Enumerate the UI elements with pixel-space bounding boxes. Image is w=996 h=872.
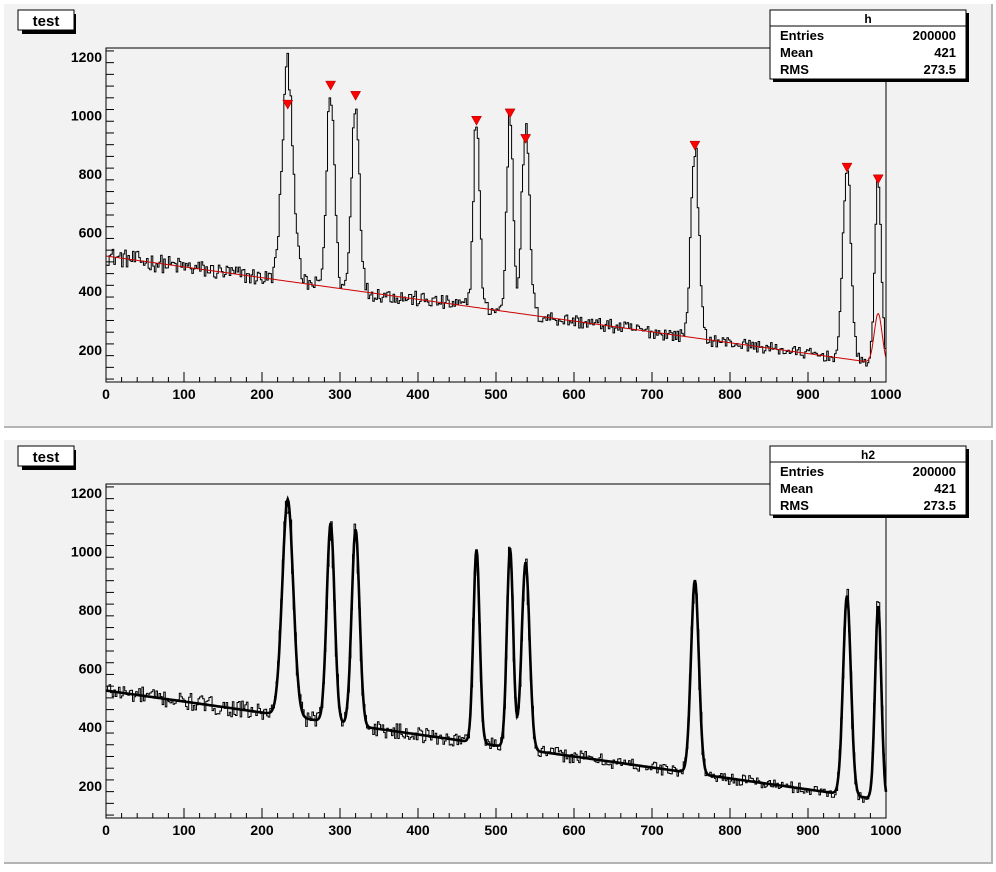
plot-2: 0 100 200 300 400 500 600 700 800 900 1000 200 400 60… xyxy=(71,485,902,838)
x-tick-label: 900 xyxy=(796,386,820,402)
peak-marker xyxy=(325,80,337,91)
peak-marker xyxy=(520,134,532,144)
x-tick-label: 300 xyxy=(328,822,352,838)
peak-marker xyxy=(350,91,362,101)
x-tick-label: 100 xyxy=(172,822,196,838)
peak-marker xyxy=(282,99,294,110)
x-tick-label: 600 xyxy=(562,822,586,838)
stats-1-value-2: 273.5 xyxy=(923,62,956,77)
stats-1-label-1: Mean xyxy=(780,45,813,60)
x-tick-label: 0 xyxy=(102,822,110,838)
x-tick-label: 600 xyxy=(562,386,586,402)
x-tick-label: 800 xyxy=(718,822,742,838)
stats-1-value-1: 421 xyxy=(934,45,956,60)
background-line xyxy=(105,255,887,362)
x-tick-label: 0 xyxy=(102,386,110,402)
stats-1-value-0: 200000 xyxy=(913,28,956,43)
pad-1-title-box: test xyxy=(17,9,76,34)
peak-marker xyxy=(471,115,482,126)
stats-2-name: h2 xyxy=(861,448,875,462)
stats-1-name: h xyxy=(864,12,871,26)
stats-2-value-0: 200000 xyxy=(913,464,956,479)
plot-2-frame xyxy=(105,483,887,819)
plot-1-frame xyxy=(105,47,887,383)
smoothed-line xyxy=(105,495,888,799)
histogram-line xyxy=(106,52,886,367)
x-tick-label: 300 xyxy=(328,386,352,402)
pad-2: 0 100 200 300 400 500 600 700 800 900 1000 200 400 60… xyxy=(2,438,994,865)
y-tick-label: 1000 xyxy=(71,543,102,559)
histogram-line xyxy=(106,500,886,803)
x-tick-label: 500 xyxy=(484,386,508,402)
x-tick-label: 200 xyxy=(250,386,274,402)
peak-marker xyxy=(504,108,516,119)
y-tick-label: 1000 xyxy=(71,107,102,123)
stats-2-label-0: Entries xyxy=(780,464,824,479)
peak-marker xyxy=(689,140,701,151)
y-tick-label: 1200 xyxy=(71,485,102,501)
peak-marker xyxy=(872,174,884,185)
x-tick-label: 500 xyxy=(484,822,508,838)
y-tick-label: 400 xyxy=(79,719,103,735)
x-tick-label: 800 xyxy=(718,386,742,402)
stats-box-2: h2 Entries 200000 Mean 421 RMS 273.5 xyxy=(769,445,969,518)
x-tick-label: 1000 xyxy=(870,822,901,838)
stats-box-1: h Entries 200000 Mean 421 RMS 273.5 xyxy=(769,9,969,82)
y-tick-label: 600 xyxy=(79,225,103,241)
y-tick-label: 600 xyxy=(79,661,103,677)
y-tick-label: 800 xyxy=(79,166,103,182)
stats-1-label-2: RMS xyxy=(780,62,809,77)
x-tick-label: 400 xyxy=(406,822,430,838)
stats-2-label-2: RMS xyxy=(780,498,809,513)
x-tick-label: 1000 xyxy=(870,386,901,402)
y-tick-label: 200 xyxy=(79,778,103,794)
y-tick-label: 400 xyxy=(79,283,103,299)
x-tick-label: 900 xyxy=(796,822,820,838)
pad-2-title: test xyxy=(33,449,60,466)
peak-marker xyxy=(841,162,853,173)
y-tick-label: 200 xyxy=(79,342,103,358)
y-tick-label: 1200 xyxy=(71,49,102,65)
stats-2-value-1: 421 xyxy=(934,481,956,496)
stats-1-label-0: Entries xyxy=(780,28,824,43)
pad-1-title: test xyxy=(33,13,60,30)
pad-2-title-box: test xyxy=(17,445,76,470)
x-tick-label: 700 xyxy=(640,822,664,838)
x-tick-label: 400 xyxy=(406,386,430,402)
x-tick-label: 700 xyxy=(640,386,664,402)
x-tick-label: 100 xyxy=(172,386,196,402)
x-tick-label: 200 xyxy=(250,822,274,838)
stats-2-value-2: 273.5 xyxy=(923,498,956,513)
y-tick-label: 800 xyxy=(79,602,103,618)
plot-1: 0 100 200 300 400 500 600 700 800 900 1000 200 400 60… xyxy=(71,49,902,402)
pad-1: 0 100 200 300 400 500 600 700 800 900 1000 200 400 60… xyxy=(2,2,994,429)
stats-2-label-1: Mean xyxy=(780,481,813,496)
